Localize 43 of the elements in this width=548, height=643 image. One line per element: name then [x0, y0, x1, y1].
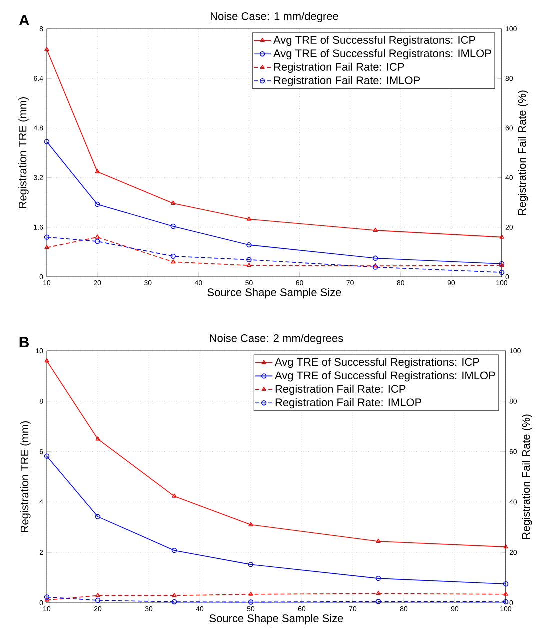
point — [94, 238, 100, 244]
point — [246, 263, 252, 268]
point — [172, 548, 178, 554]
text: B — [20, 337, 30, 348]
point — [246, 216, 252, 221]
legend-label: Registration Fail Rate: IMLOP — [276, 398, 422, 409]
x-axis-title: Source Shape Sample Size — [210, 614, 344, 625]
point — [248, 562, 254, 568]
point — [170, 254, 176, 260]
legend-label: Registration Fail Rate: ICP — [276, 384, 406, 396]
y2-axis-title: Registration Fail Rate (%) — [522, 414, 532, 540]
legend-label: Registration Fail Rate: IMLOP — [274, 76, 420, 87]
point — [246, 257, 252, 262]
legend-label: Avg TRE of Successful Registrations: IMLOP — [275, 371, 496, 382]
chart-title: Noise Case: 1 mm/degree — [211, 12, 338, 22]
text: A — [19, 15, 30, 26]
point — [170, 224, 176, 230]
point — [248, 522, 254, 526]
legend-label: Avg TRE of Successful Registratons: ICP — [274, 36, 476, 46]
point — [96, 436, 100, 441]
legend-label: Avg TRE of Successful Registratons: IMLOP — [274, 49, 492, 60]
legend-label: Registration Fail Rate: ICP — [274, 62, 404, 74]
point — [44, 234, 50, 240]
point — [44, 245, 50, 250]
x-axis-title: Source Shape Sample Size — [208, 288, 342, 299]
point — [95, 234, 100, 239]
point — [95, 169, 100, 174]
point — [376, 538, 381, 544]
y-axis-title: Registration TRE (mm) — [20, 421, 31, 532]
point — [172, 494, 177, 498]
point — [246, 242, 252, 248]
chart-title: Noise Case: 2 mm/degrees — [210, 334, 344, 344]
y2-axis-title: Registration Fail Rate (%) — [518, 90, 528, 216]
point — [95, 514, 101, 520]
point — [376, 576, 382, 582]
point — [499, 270, 505, 276]
legend-label: Avg TRE of Successful Registrations: ICP — [275, 358, 480, 368]
point — [171, 260, 176, 264]
y-axis-title: Registration TRE (mm) — [18, 97, 29, 208]
point — [373, 228, 378, 232]
point — [171, 200, 176, 206]
point — [94, 202, 100, 208]
point — [373, 256, 378, 262]
